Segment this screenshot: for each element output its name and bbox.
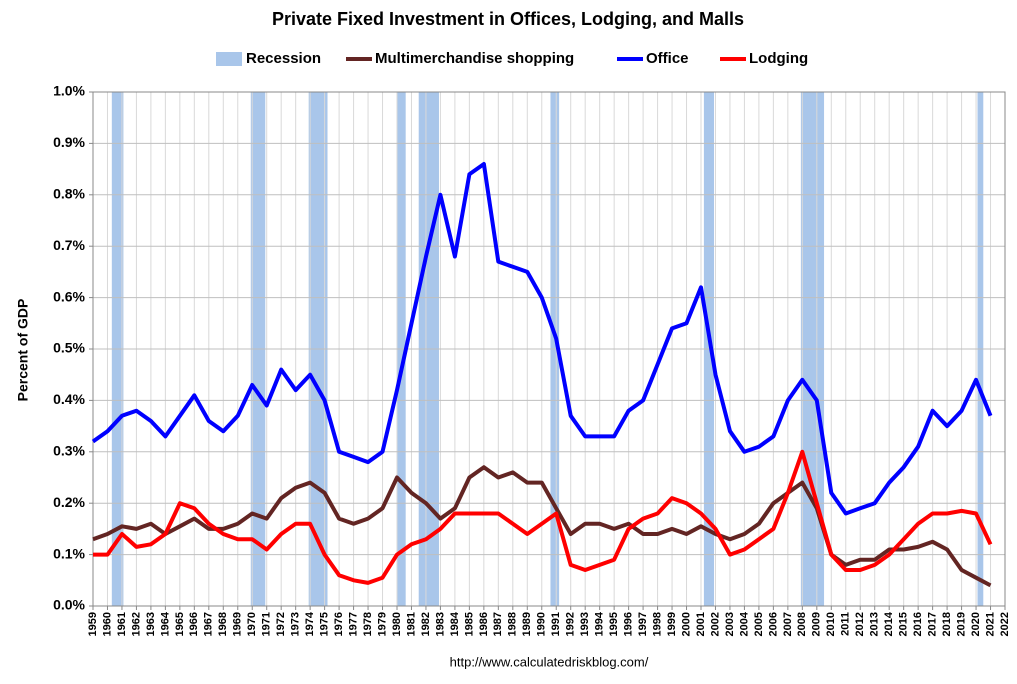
x-tick-label: 1970 bbox=[246, 612, 258, 636]
x-tick-label: 2015 bbox=[898, 612, 910, 636]
x-tick-label: 1998 bbox=[651, 612, 663, 636]
x-tick-label: 2006 bbox=[767, 612, 779, 636]
x-tick-label: 1961 bbox=[116, 612, 128, 636]
x-tick-label: 2004 bbox=[738, 611, 750, 636]
legend-label: Recession bbox=[246, 50, 321, 67]
y-tick-label: 0.4% bbox=[53, 391, 85, 407]
x-tick-label: 1973 bbox=[290, 612, 302, 636]
x-tick-label: 1990 bbox=[536, 612, 548, 636]
x-tick-label: 2022 bbox=[999, 612, 1011, 636]
y-tick-label: 0.9% bbox=[53, 134, 85, 150]
x-tick-label: 1986 bbox=[478, 612, 490, 636]
x-tick-label: 2007 bbox=[782, 612, 794, 636]
x-tick-label: 1991 bbox=[550, 612, 562, 636]
x-tick-label: 1995 bbox=[608, 612, 620, 636]
legend-label: Lodging bbox=[749, 50, 808, 67]
legend-label: Office bbox=[646, 50, 689, 67]
x-tick-label: 1981 bbox=[405, 612, 417, 636]
y-tick-label: 0.1% bbox=[53, 545, 85, 561]
x-tick-label: 2019 bbox=[955, 612, 967, 636]
x-tick-label: 1997 bbox=[637, 612, 649, 636]
x-tick-label: 1977 bbox=[347, 612, 359, 636]
y-tick-label: 0.5% bbox=[53, 340, 85, 356]
x-tick-label: 2020 bbox=[970, 612, 982, 636]
series-line bbox=[91, 162, 993, 516]
x-tick-label: 1988 bbox=[507, 612, 519, 636]
x-tick-label: 2003 bbox=[724, 612, 736, 636]
x-tick-label: 1979 bbox=[376, 612, 388, 636]
x-tick-label: 1969 bbox=[232, 612, 244, 636]
x-tick-label: 1964 bbox=[159, 611, 171, 636]
series-line bbox=[92, 465, 992, 588]
x-tick-label: 2011 bbox=[840, 612, 852, 636]
x-tick-label: 1976 bbox=[333, 612, 345, 636]
x-tick-label: 2000 bbox=[680, 612, 692, 636]
x-tick-label: 2001 bbox=[695, 612, 707, 636]
x-tick-label: 1972 bbox=[275, 612, 287, 636]
x-tick-label: 1974 bbox=[304, 611, 316, 636]
series-line bbox=[93, 449, 993, 585]
y-tick-label: 0.2% bbox=[53, 494, 85, 510]
x-tick-label: 2012 bbox=[854, 612, 866, 636]
x-tick-label: 1962 bbox=[130, 612, 142, 636]
x-tick-label: 2017 bbox=[927, 612, 939, 636]
x-tick-label: 1983 bbox=[434, 612, 446, 636]
x-tick-label: 1967 bbox=[203, 612, 215, 636]
x-tick-label: 1984 bbox=[449, 611, 461, 636]
x-tick-label: 2013 bbox=[869, 612, 881, 636]
y-tick-label: 0.0% bbox=[53, 597, 85, 613]
x-tick-label: 1982 bbox=[420, 612, 432, 636]
x-tick-label: 1987 bbox=[492, 612, 504, 636]
x-tick-label: 1960 bbox=[101, 612, 113, 636]
y-tick-label: 1.0% bbox=[53, 83, 85, 99]
x-tick-label: 2021 bbox=[984, 612, 996, 636]
x-tick-label: 2008 bbox=[796, 612, 808, 636]
y-tick-label: 0.7% bbox=[53, 237, 85, 253]
x-tick-label: 1996 bbox=[623, 612, 635, 636]
x-tick-label: 2016 bbox=[912, 612, 924, 636]
legend-label: Multimerchandise shopping bbox=[375, 50, 574, 67]
plot-border bbox=[92, 91, 1006, 607]
x-tick-label: 1993 bbox=[579, 612, 591, 636]
x-tick-label: 1965 bbox=[174, 612, 186, 636]
source-note: http://www.calculatedriskblog.com/ bbox=[450, 654, 649, 669]
x-tick-label: 1968 bbox=[217, 612, 229, 636]
x-tick-label: 2009 bbox=[811, 612, 823, 636]
x-tick-label: 1992 bbox=[565, 612, 577, 636]
x-tick-label: 1999 bbox=[666, 612, 678, 636]
legend-swatch bbox=[216, 52, 242, 66]
x-tick-label: 1971 bbox=[261, 612, 273, 636]
x-tick-label: 2010 bbox=[825, 612, 837, 636]
x-tick-label: 1966 bbox=[188, 612, 200, 636]
x-tick-label: 2002 bbox=[709, 612, 721, 636]
y-tick-label: 0.8% bbox=[53, 186, 85, 202]
x-tick-label: 1989 bbox=[521, 612, 533, 636]
y-axis-title: Percent of GDP bbox=[15, 299, 31, 402]
x-tick-label: 1994 bbox=[594, 611, 606, 636]
x-tick-label: 1980 bbox=[391, 612, 403, 636]
y-tick-label: 0.6% bbox=[53, 288, 85, 304]
x-tick-label: 1959 bbox=[87, 612, 99, 636]
x-tick-label: 1985 bbox=[463, 612, 475, 636]
x-tick-label: 1978 bbox=[362, 612, 374, 636]
y-tick-label: 0.3% bbox=[53, 443, 85, 459]
x-tick-label: 1963 bbox=[145, 612, 157, 636]
x-tick-label: 1975 bbox=[319, 612, 331, 636]
x-tick-label: 2005 bbox=[753, 612, 765, 636]
x-tick-label: 2018 bbox=[941, 612, 953, 636]
chart-title: Private Fixed Investment in Offices, Lod… bbox=[272, 9, 744, 29]
x-tick-label: 2014 bbox=[883, 611, 895, 636]
